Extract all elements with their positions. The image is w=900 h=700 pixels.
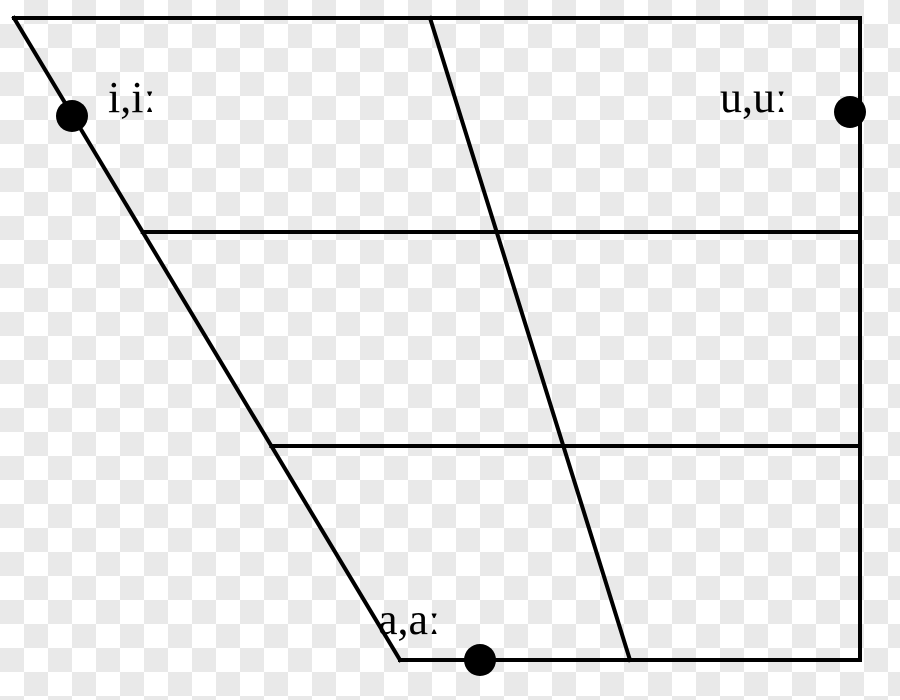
- vowel-dots: [56, 96, 866, 676]
- vowel-dot-i: [56, 100, 88, 132]
- vowel-dot-u: [834, 96, 866, 128]
- trapezoid-lines: [14, 18, 860, 660]
- vowel-dot-a: [464, 644, 496, 676]
- vowel-trapezoid-svg: [0, 0, 900, 700]
- vowel-diagram-stage: i,iː u,uː a,aː: [0, 0, 900, 700]
